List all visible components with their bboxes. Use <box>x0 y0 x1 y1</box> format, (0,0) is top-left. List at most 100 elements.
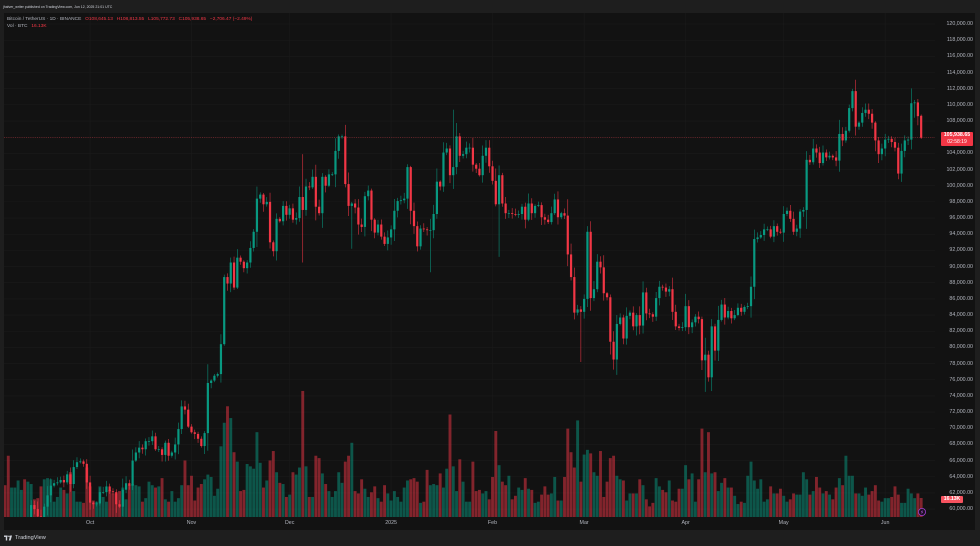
candle-body[interactable] <box>285 205 288 215</box>
candle-body[interactable] <box>661 286 664 288</box>
candle-body[interactable] <box>481 155 484 176</box>
candle-body[interactable] <box>66 474 69 483</box>
candle-body[interactable] <box>154 436 157 450</box>
candle-body[interactable] <box>838 133 841 161</box>
candle-body[interactable] <box>350 203 353 206</box>
candle-body[interactable] <box>111 491 115 493</box>
candle-body[interactable] <box>340 136 344 138</box>
candle-body[interactable] <box>259 194 262 199</box>
candle-body[interactable] <box>867 109 870 114</box>
candle-body[interactable] <box>308 186 311 188</box>
candle-body[interactable] <box>468 147 471 149</box>
candle-body[interactable] <box>586 231 589 299</box>
candle-body[interactable] <box>743 306 746 312</box>
candle-body[interactable] <box>785 210 789 214</box>
candle-body[interactable] <box>301 197 304 210</box>
candle-body[interactable] <box>435 181 438 214</box>
candle-body[interactable] <box>105 486 108 493</box>
candle-body[interactable] <box>246 262 249 269</box>
candle-body[interactable] <box>615 323 618 360</box>
candle-body[interactable] <box>144 441 147 450</box>
candle-body[interactable] <box>376 224 380 233</box>
candle-body[interactable] <box>625 315 628 339</box>
candle-body[interactable] <box>808 159 812 163</box>
candle-body[interactable] <box>275 218 278 252</box>
candle-body[interactable] <box>193 432 196 434</box>
candle-body[interactable] <box>160 449 164 455</box>
candle-body[interactable] <box>102 492 105 493</box>
candle-body[interactable] <box>52 483 56 486</box>
candle-body[interactable] <box>344 136 347 185</box>
candle-body[interactable] <box>141 447 144 450</box>
candle-body[interactable] <box>736 307 740 316</box>
candle-body[interactable] <box>75 462 79 468</box>
candle-body[interactable] <box>730 311 733 319</box>
candle-body[interactable] <box>897 147 900 174</box>
candle-body[interactable] <box>645 292 648 314</box>
candle-body[interactable] <box>854 91 857 127</box>
candle-body[interactable] <box>848 108 851 131</box>
candle-body[interactable] <box>334 150 337 175</box>
candle-body[interactable] <box>756 237 759 240</box>
candle-body[interactable] <box>419 228 422 247</box>
candle-body[interactable] <box>864 109 867 113</box>
candle-body[interactable] <box>262 194 265 205</box>
candle-body[interactable] <box>684 306 687 328</box>
candle-body[interactable] <box>318 206 321 214</box>
candle-body[interactable] <box>592 289 596 299</box>
candle-body[interactable] <box>759 235 762 238</box>
candle-body[interactable] <box>367 190 370 197</box>
candle-body[interactable] <box>802 209 805 212</box>
candle-body[interactable] <box>507 213 510 214</box>
candle-body[interactable] <box>88 482 92 503</box>
candle-body[interactable] <box>664 287 668 292</box>
candle-body[interactable] <box>85 463 88 483</box>
candle-body[interactable] <box>59 479 62 483</box>
candle-body[interactable] <box>769 229 772 237</box>
candle-body[interactable] <box>543 217 546 220</box>
candle-body[interactable] <box>870 113 874 123</box>
candle-body[interactable] <box>471 147 474 165</box>
candle-body[interactable] <box>530 203 533 214</box>
candle-body[interactable] <box>383 236 386 244</box>
candle-body[interactable] <box>311 176 314 188</box>
candle-body[interactable] <box>327 174 331 186</box>
candle-body[interactable] <box>674 311 677 327</box>
candle-body[interactable] <box>910 103 913 140</box>
candle-body[interactable] <box>851 91 854 109</box>
candle-body[interactable] <box>619 317 622 324</box>
candle-body[interactable] <box>39 516 43 523</box>
candle-body[interactable] <box>242 261 245 269</box>
candle-body[interactable] <box>727 311 730 318</box>
candle-body[interactable] <box>304 186 308 210</box>
candle-body[interactable] <box>200 438 203 447</box>
candle-body[interactable] <box>550 213 553 223</box>
candle-body[interactable] <box>834 157 838 161</box>
candle-body[interactable] <box>157 449 160 450</box>
candle-body[interactable] <box>226 277 229 284</box>
candle-body[interactable] <box>131 460 134 486</box>
candle-body[interactable] <box>399 200 403 202</box>
candle-body[interactable] <box>520 206 524 214</box>
candle-body[interactable] <box>893 142 897 148</box>
candle-body[interactable] <box>321 176 324 214</box>
candle-body[interactable] <box>124 483 128 490</box>
candle-body[interactable] <box>373 219 376 233</box>
candle-body[interactable] <box>298 197 301 219</box>
candle-body[interactable] <box>717 319 720 351</box>
candle-body[interactable] <box>887 138 890 140</box>
candle-body[interactable] <box>46 495 49 507</box>
candle-body[interactable] <box>795 228 798 232</box>
candle-body[interactable] <box>576 309 579 313</box>
candle-body[interactable] <box>272 242 275 252</box>
candle-body[interactable] <box>219 344 223 375</box>
candle-body[interactable] <box>491 166 494 181</box>
candle-body[interactable] <box>605 293 609 298</box>
candle-body[interactable] <box>511 213 514 214</box>
lightning-bolt-icon[interactable] <box>917 507 927 517</box>
candle-body[interactable] <box>641 292 645 326</box>
candle-body[interactable] <box>30 505 33 524</box>
candle-body[interactable] <box>556 199 560 218</box>
candle-body[interactable] <box>314 176 317 207</box>
candle-body[interactable] <box>151 436 154 442</box>
